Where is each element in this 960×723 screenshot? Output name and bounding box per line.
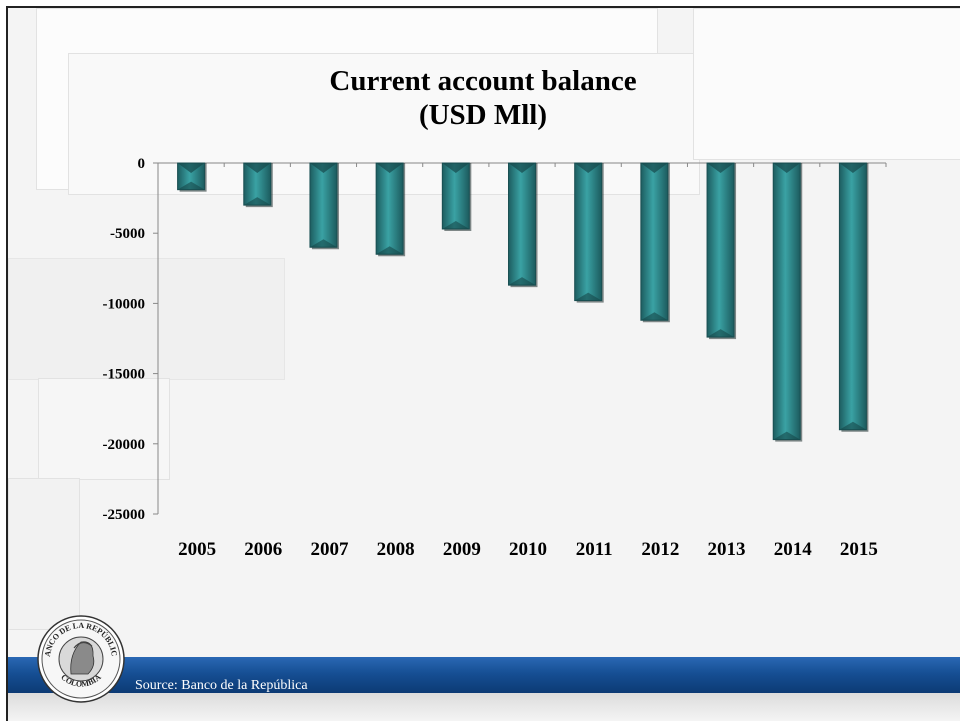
bar-bottom-bevel <box>309 239 337 248</box>
bar-top-bevel <box>640 163 668 173</box>
bar-bottom-bevel <box>376 246 404 255</box>
bar-top-bevel <box>376 163 404 173</box>
y-axis-ticks: 0 -5000 -10000 -15000 -20000 -25000 <box>103 156 158 523</box>
y-tick-label: -25000 <box>103 507 146 523</box>
bar-body <box>508 162 536 286</box>
bar-bottom-bevel <box>773 431 801 440</box>
bar-top-bevel <box>442 163 470 173</box>
y-tick-label: -5000 <box>110 226 145 242</box>
bar <box>508 162 538 288</box>
footer-bar <box>8 657 960 693</box>
bar-bottom-bevel <box>508 277 536 286</box>
x-tick-label: 2009 <box>443 539 481 560</box>
y-tick-label: -15000 <box>103 367 146 383</box>
bar-body <box>574 162 603 302</box>
y-tick-label: -10000 <box>103 296 146 312</box>
bar-top-bevel <box>309 163 337 173</box>
bar-body <box>640 162 669 321</box>
bar-top-bevel <box>574 163 602 173</box>
bar-body <box>772 162 801 441</box>
y-tick-label: 0 <box>138 156 146 172</box>
x-tick-label: 2014 <box>774 539 813 560</box>
chart-subtitle: (USD Mll) <box>419 99 547 131</box>
bar-bottom-bevel <box>243 197 271 206</box>
bar-top-bevel <box>773 163 801 173</box>
x-tick-label: 2008 <box>377 539 415 560</box>
bar-top-bevel <box>707 163 735 173</box>
bar-bottom-bevel <box>177 181 205 190</box>
bar <box>838 162 869 432</box>
y-tick-label: -20000 <box>103 437 146 453</box>
bar-top-bevel <box>839 163 867 173</box>
bar-bottom-bevel <box>574 292 602 301</box>
x-tick-label: 2005 <box>178 539 216 560</box>
footer-shadow <box>8 693 960 721</box>
bar <box>375 162 406 257</box>
x-tick-label: 2007 <box>310 539 349 560</box>
bar <box>574 162 604 303</box>
background-panel <box>8 478 80 630</box>
bar-bottom-bevel <box>442 220 470 229</box>
bar-body <box>838 162 867 431</box>
banco-seal-logo: BANCO DE LA REPÚBLICA COLOMBIA <box>36 614 125 703</box>
bar <box>772 162 803 442</box>
bar <box>706 162 737 340</box>
x-tick-label: 2015 <box>840 539 878 560</box>
bar <box>309 162 339 250</box>
bar-body <box>706 162 735 338</box>
bar-top-bevel <box>177 163 205 173</box>
chart-title: Current account balance <box>329 65 636 97</box>
bar-body <box>375 162 404 255</box>
bar-body <box>441 162 470 230</box>
bars-group <box>177 162 869 442</box>
bar <box>441 162 472 231</box>
source-caption: Source: Banco de la República <box>135 678 308 693</box>
bar-bottom-bevel <box>839 421 867 430</box>
bar-bottom-bevel <box>640 312 668 321</box>
slide: Current account balance (USD Mll) 0 -5000… <box>6 6 960 721</box>
background-panel <box>693 8 960 160</box>
bar-chart: Current account balance (USD Mll) 0 -5000… <box>103 65 887 560</box>
bar-top-bevel <box>243 163 271 173</box>
x-tick-label: 2013 <box>708 539 746 560</box>
bar-bottom-bevel <box>707 329 735 338</box>
x-tick-label: 2006 <box>244 539 282 560</box>
x-tick-label: 2012 <box>641 539 679 560</box>
x-tick-label: 2010 <box>509 539 547 560</box>
background-panel <box>38 378 170 480</box>
x-axis-ticks: 2005 2006 2007 2008 2009 2010 2011 2012 2013 2014… <box>178 539 878 560</box>
bar <box>243 162 273 208</box>
x-tick-label: 2011 <box>576 539 613 560</box>
bar <box>177 162 207 192</box>
bar-body <box>309 162 338 248</box>
bar <box>640 162 670 323</box>
bar-top-bevel <box>508 163 536 173</box>
